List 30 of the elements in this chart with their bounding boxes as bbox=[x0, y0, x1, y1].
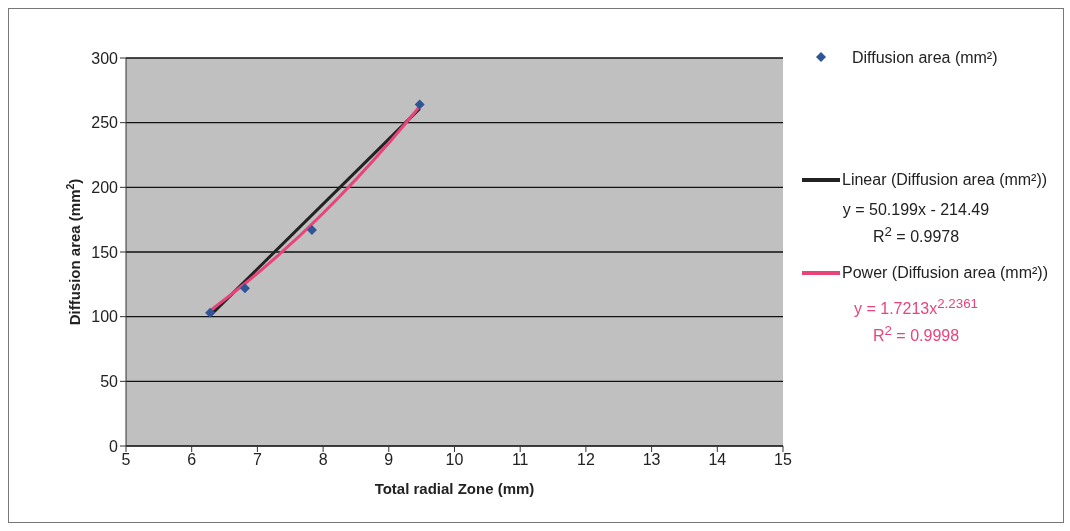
text: R$^{2}$ = 0.9998 bbox=[872, 322, 960, 344]
x-axis-title: Total radial Zone (mm) bbox=[374, 480, 535, 497]
x-tick-label: 15 bbox=[774, 451, 792, 469]
y-tick-label: 150 bbox=[91, 243, 119, 261]
y-tick-label: 250 bbox=[91, 114, 119, 132]
legend-label: Power (Diffusion area (mm²)) bbox=[841, 263, 1048, 284]
point bbox=[239, 283, 250, 294]
x-tick-label: 6 bbox=[187, 451, 197, 469]
legend-label: Linear (Diffusion area (mm²)) bbox=[841, 170, 1048, 190]
point bbox=[306, 225, 317, 236]
x-tick-label: 7 bbox=[252, 451, 262, 469]
text: R$^{2}$ = 0.9978 bbox=[872, 224, 960, 246]
text: y = 1.7213x$^{2.2361}$ bbox=[854, 295, 978, 317]
point bbox=[414, 99, 425, 110]
text: y = 50.199x - 214.49 bbox=[842, 201, 990, 218]
y-tick-label: 50 bbox=[100, 373, 119, 391]
x-tick-label: 12 bbox=[577, 451, 595, 469]
y-tick-label: 100 bbox=[91, 308, 119, 326]
legend-label: Diffusion area (mm²) bbox=[851, 48, 998, 68]
x-tick-label: 10 bbox=[445, 451, 464, 469]
x-tick-label: 13 bbox=[642, 451, 661, 469]
y-tick-label: 300 bbox=[91, 49, 119, 67]
x-tick-label: 14 bbox=[708, 451, 727, 469]
x-tick-label: 9 bbox=[384, 451, 394, 469]
x-tick-label: 5 bbox=[121, 451, 131, 469]
point bbox=[205, 307, 216, 318]
y-tick-label: 200 bbox=[91, 179, 119, 197]
x-tick-label: 11 bbox=[511, 451, 529, 469]
y-tick-label: 0 bbox=[109, 437, 119, 455]
x-tick-label: 8 bbox=[318, 451, 328, 469]
